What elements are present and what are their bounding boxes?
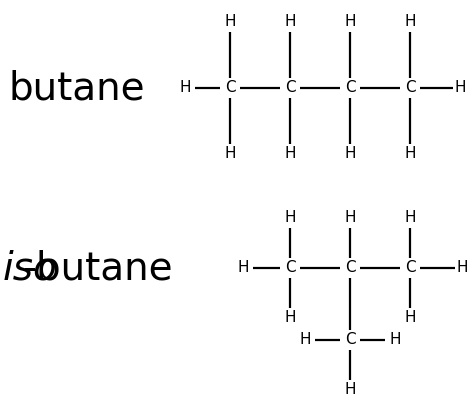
Text: H: H — [299, 332, 311, 348]
Text: H: H — [404, 211, 416, 225]
Text: H: H — [284, 310, 296, 326]
Text: C: C — [345, 332, 356, 348]
Text: C: C — [225, 81, 235, 95]
Text: butane: butane — [8, 69, 145, 107]
Text: C: C — [285, 81, 295, 95]
Text: C: C — [345, 81, 356, 95]
Text: H: H — [457, 261, 468, 275]
Text: H: H — [455, 81, 466, 95]
Text: C: C — [405, 81, 415, 95]
Text: H: H — [404, 146, 416, 162]
Text: -butane: -butane — [22, 249, 173, 287]
Text: H: H — [224, 14, 236, 30]
Text: H: H — [344, 146, 356, 162]
Text: iso: iso — [3, 249, 58, 287]
Text: H: H — [284, 146, 296, 162]
Text: H: H — [404, 14, 416, 30]
Text: H: H — [344, 14, 356, 30]
Text: H: H — [344, 383, 356, 397]
Text: C: C — [285, 261, 295, 275]
Text: H: H — [224, 146, 236, 162]
Text: H: H — [404, 310, 416, 326]
Text: C: C — [345, 261, 356, 275]
Text: H: H — [284, 14, 296, 30]
Text: C: C — [405, 261, 415, 275]
Text: H: H — [284, 211, 296, 225]
Text: H: H — [389, 332, 401, 348]
Text: H: H — [237, 261, 249, 275]
Text: H: H — [179, 81, 191, 95]
Text: H: H — [344, 211, 356, 225]
